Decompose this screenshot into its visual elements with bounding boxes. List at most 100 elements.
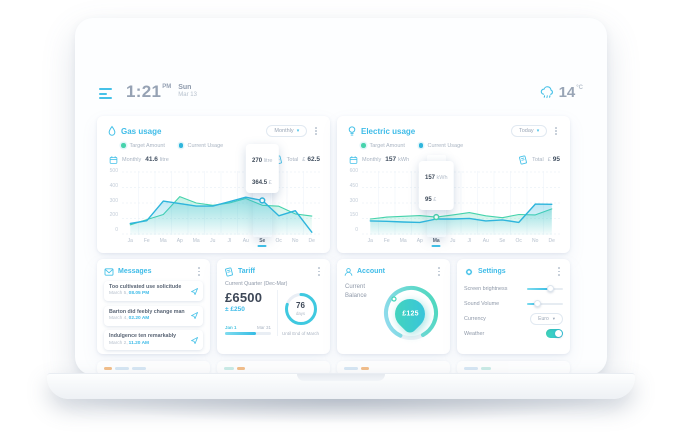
weather-widget: 14 °C xyxy=(540,84,583,101)
y-axis-tick: 450 xyxy=(349,182,358,189)
chart-canvas xyxy=(362,171,560,235)
calendar-icon xyxy=(109,155,118,164)
days-unit: days xyxy=(295,311,306,316)
x-axis-tick: Oc xyxy=(515,238,522,244)
envelope-icon xyxy=(104,267,114,276)
y-axis-tick: 400 xyxy=(109,182,118,189)
y-axis-tick: 500 xyxy=(109,168,118,174)
stat-label: Monthly xyxy=(122,156,142,163)
x-axis-tick: Ap xyxy=(176,238,183,244)
x-axis-tick: Au xyxy=(242,238,249,244)
series-area xyxy=(370,204,552,235)
brightness-slider[interactable] xyxy=(527,285,563,293)
more-options-icon[interactable] xyxy=(555,265,563,277)
volume-slider[interactable] xyxy=(527,300,563,308)
stat-label: Monthly xyxy=(362,156,382,163)
legend-label: Current Usage xyxy=(427,142,464,149)
total-value: 62.5 xyxy=(307,156,320,163)
chart-legend: Target Amount Current Usage xyxy=(361,141,560,150)
message-time: 02.20 AM xyxy=(128,316,150,322)
x-axis-tick: Au xyxy=(482,238,489,244)
electric-period-dropdown[interactable]: Today ▾ xyxy=(511,125,548,137)
chevron-down-icon: ▾ xyxy=(536,128,540,134)
ring-caption: Until End of March xyxy=(281,331,319,336)
send-arrow-icon[interactable] xyxy=(191,312,198,320)
message-date: March 2, xyxy=(109,340,128,346)
more-options-icon[interactable] xyxy=(195,265,203,277)
clock: 1:21 PM Sun Mar 13 xyxy=(126,82,197,102)
card-title: Tariff xyxy=(238,268,255,275)
x-axis-tick: Ju xyxy=(210,238,216,244)
gear-icon xyxy=(465,268,473,275)
message-text: Indulgence ten remarkably xyxy=(109,333,177,340)
more-options-icon[interactable] xyxy=(435,265,443,277)
partial-card xyxy=(97,361,210,375)
chevron-down-icon: ▾ xyxy=(552,315,555,321)
currency-dropdown[interactable]: Euro ▾ xyxy=(530,312,563,325)
gas-usage-card: Gas usage Monthly ▾ Target Amount Curren… xyxy=(97,116,330,253)
weather-label: Weather xyxy=(464,330,485,337)
brightness-label: Screen brightness xyxy=(464,285,508,292)
clock-date: Mar 13 xyxy=(178,92,197,99)
card-title: Gas usage xyxy=(121,126,162,136)
days-value: 76 xyxy=(296,301,305,310)
send-arrow-icon[interactable] xyxy=(191,287,198,295)
more-options-icon[interactable] xyxy=(315,265,323,277)
legend-label: Target Amount xyxy=(129,142,165,149)
x-axis: Ja Fe Ma Ap Ma Ju Jl Au Se Oc No De xyxy=(362,238,560,247)
y-axis-tick: 0 xyxy=(355,227,358,233)
days-remaining-ring: 76 days xyxy=(283,291,319,327)
send-arrow-icon[interactable] xyxy=(191,336,198,344)
usage-stats: Monthly 157 kWh Total £ 95 xyxy=(349,154,560,165)
tooltip-line: 157 kWh xyxy=(424,174,448,181)
gas-period-dropdown[interactable]: Monthly ▾ xyxy=(266,125,308,137)
chevron-down-icon: ▾ xyxy=(296,128,300,134)
laptop-screen: 1:21 PM Sun Mar 13 14 ° xyxy=(75,18,607,375)
chart-marker xyxy=(259,197,266,204)
messages-card: Messages Too cultivated use solicitude M… xyxy=(97,259,210,354)
electric-usage-card: Electric usage Today ▾ Target Amount Cur… xyxy=(337,116,570,253)
chart-tooltip: 157 kWh 95 £ xyxy=(418,160,454,211)
menu-icon[interactable] xyxy=(99,88,112,102)
series-line xyxy=(129,196,313,233)
temperature-unit: °C xyxy=(576,85,583,91)
y-axis-tick: 200 xyxy=(109,212,118,219)
quarter-progress-bar xyxy=(225,332,271,335)
stat-unit: kWh xyxy=(398,156,410,163)
gas-usage-chart: 500 400 300 200 0 270 litre 364.5 £ Ja Fe Ma Ap M… xyxy=(107,144,320,247)
card-title: Messages xyxy=(118,268,152,275)
x-axis-tick: Oc xyxy=(275,238,282,244)
current-legend-dot xyxy=(178,143,184,148)
x-axis-tick: Jl xyxy=(227,238,232,244)
range-start: Jan 1 xyxy=(225,325,237,330)
currency-symbol: £ xyxy=(302,156,306,163)
message-item[interactable]: Barton did feebly change man March 4,02.… xyxy=(104,305,203,326)
chart-tooltip: 270 litre 364.5 £ xyxy=(246,144,279,194)
x-axis-tick: No xyxy=(532,238,539,244)
message-text: Barton did feebly change man xyxy=(109,308,185,315)
message-time: 11.20 AM xyxy=(128,340,150,346)
message-item[interactable]: Indulgence ten remarkably March 2,11.20 … xyxy=(104,330,203,351)
more-options-icon[interactable] xyxy=(312,125,320,137)
message-item[interactable]: Too cultivated use solicitude March 5,08… xyxy=(104,281,203,302)
laptop-floor-shadow xyxy=(70,398,612,424)
card-title: Electric usage xyxy=(361,126,416,136)
slider-knob[interactable] xyxy=(534,300,542,308)
electric-period-value: Today xyxy=(519,128,534,134)
clock-day: Sun xyxy=(178,84,192,91)
x-axis-tick: Ma xyxy=(159,238,167,244)
stat-unit: litre xyxy=(159,156,169,163)
x-axis: Ja Fe Ma Ap Ma Ju Jl Au Se Oc No De xyxy=(122,238,320,247)
x-axis-tick: Ma xyxy=(192,238,200,244)
total-label: Total xyxy=(286,156,299,163)
more-options-icon[interactable] xyxy=(552,125,560,137)
chart-marker xyxy=(433,213,440,221)
slider-knob[interactable] xyxy=(546,285,554,293)
volume-label: Sound Volume xyxy=(464,300,500,307)
partial-card xyxy=(217,361,330,375)
current-legend-dot xyxy=(418,143,424,148)
series-area xyxy=(130,197,312,235)
balance-gauge: £125 xyxy=(381,283,441,343)
weather-toggle[interactable] xyxy=(546,329,563,338)
